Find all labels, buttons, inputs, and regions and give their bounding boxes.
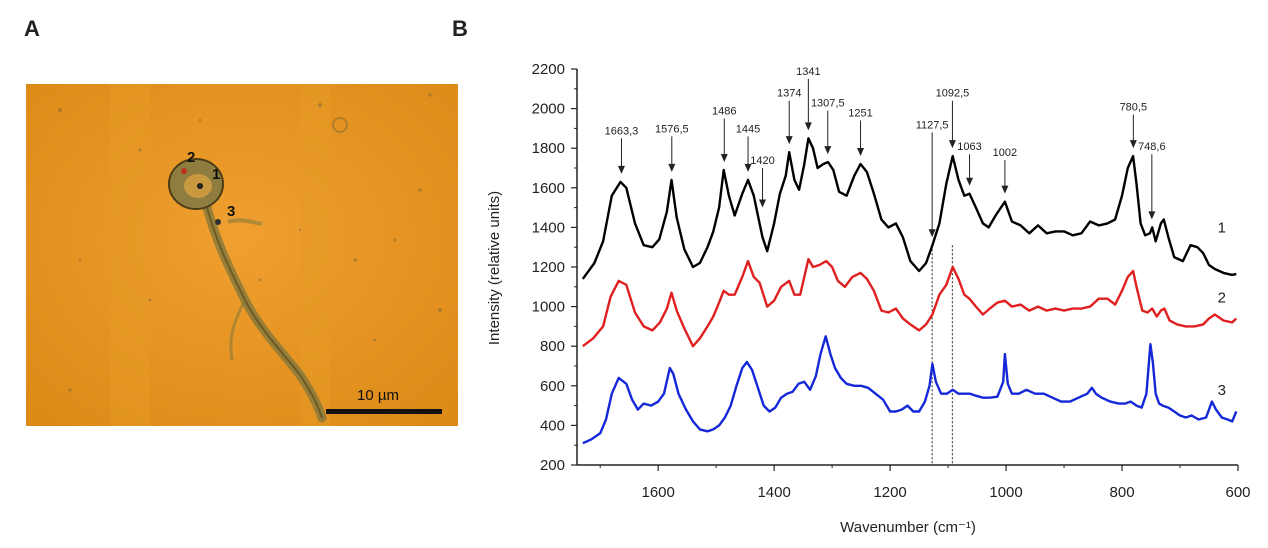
reference-lines (931, 245, 954, 465)
axis-ticks: 2004006008001000120014001600180020002200… (532, 61, 1251, 501)
y-tick-label: 200 (540, 457, 565, 474)
peak-label: 1341 (796, 66, 820, 78)
peak-label: 1486 (712, 106, 736, 118)
x-axis-title: Wavenumber (cm⁻¹) (840, 519, 976, 536)
scale-bar-label: 10 µm (357, 387, 399, 404)
y-tick-label: 1000 (532, 299, 565, 316)
peak-arrow-head (759, 199, 767, 208)
peak-arrow-head (1148, 211, 1156, 220)
peak-arrow-head (720, 154, 728, 162)
micrograph-background (26, 84, 458, 426)
y-tick-label: 1800 (532, 140, 565, 157)
peak-arrow-head (744, 163, 752, 172)
peak-arrow-head (1001, 185, 1009, 194)
peak-label: 1374 (777, 88, 801, 100)
y-axis-title: Intensity (relative units) (486, 191, 503, 345)
series-labels: 1 2 3 (1218, 219, 1226, 398)
series-line-1 (581, 137, 1237, 280)
y-tick-label: 2000 (532, 101, 565, 118)
peak-label: 1127,5 (916, 119, 949, 131)
peak-label: 1420 (750, 155, 774, 167)
peak-arrow-head (617, 165, 625, 174)
peak-label: 1002 (993, 147, 1017, 159)
y-tick-label: 800 (540, 338, 565, 355)
series-lines (581, 137, 1238, 445)
x-tick-label: 1400 (757, 484, 790, 501)
panel-label-b: B (452, 16, 468, 41)
peak-arrow-head (966, 177, 974, 186)
spot-2-marker (181, 168, 187, 174)
y-tick-label: 2200 (532, 61, 565, 78)
peak-label: 1576,5 (655, 123, 689, 135)
peak-label: 1092,5 (936, 88, 970, 100)
peak-label: 1663,3 (605, 125, 639, 137)
spot-1-marker (197, 183, 203, 189)
y-tick-label: 1600 (532, 180, 565, 197)
x-tick-label: 1600 (641, 484, 674, 501)
spot-label-3: 3 (227, 203, 235, 220)
series-label-1: 1 (1218, 219, 1226, 236)
peak-arrow-head (668, 163, 676, 172)
peak-label: 780,5 (1120, 102, 1148, 114)
peak-arrow-head (928, 229, 936, 238)
peak-label: 1445 (736, 123, 760, 135)
peak-label: 748,6 (1138, 141, 1166, 153)
micrograph: 2 1 3 10 µm (26, 84, 458, 426)
x-tick-label: 800 (1110, 484, 1135, 501)
y-tick-label: 1400 (532, 219, 565, 236)
peak-label: 1063 (957, 141, 981, 153)
series-line-3 (582, 335, 1238, 445)
peak-arrow-head (857, 148, 865, 157)
series-label-3: 3 (1218, 382, 1226, 399)
series-line-2 (582, 257, 1238, 348)
peak-label: 1307,5 (811, 98, 845, 110)
scale-bar (326, 409, 442, 414)
y-tick-label: 600 (540, 378, 565, 395)
spot-label-1: 1 (212, 166, 220, 183)
y-tick-label: 1200 (532, 259, 565, 276)
series-label-2: 2 (1218, 290, 1226, 307)
peak-arrow-head (824, 146, 832, 155)
peak-arrow-head (804, 122, 812, 131)
peak-arrow-head (1129, 140, 1137, 149)
x-tick-label: 1000 (989, 484, 1022, 501)
y-tick-label: 400 (540, 417, 565, 434)
panel-label-a: A (24, 16, 40, 41)
peak-arrow-head (948, 140, 956, 149)
spot-3-marker (215, 219, 221, 225)
peak-label: 1251 (848, 108, 872, 120)
peak-arrow-head (785, 136, 793, 145)
spot-label-2: 2 (187, 149, 195, 166)
x-tick-label: 600 (1225, 484, 1250, 501)
x-tick-label: 1200 (873, 484, 906, 501)
debris-specks (58, 93, 442, 392)
